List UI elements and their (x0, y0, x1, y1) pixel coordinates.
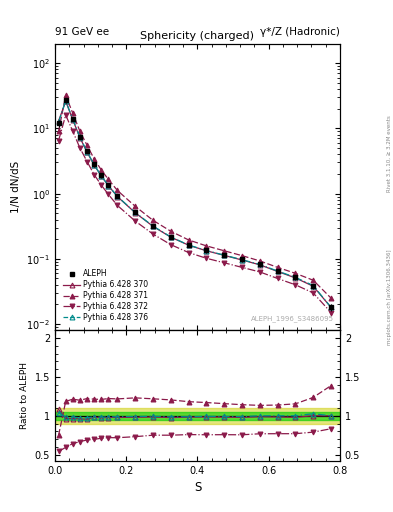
Legend: ALEPH, Pythia 6.428 370, Pythia 6.428 371, Pythia 6.428 372, Pythia 6.428 376: ALEPH, Pythia 6.428 370, Pythia 6.428 37… (61, 267, 151, 324)
Y-axis label: 1/N dN/dS: 1/N dN/dS (11, 161, 21, 213)
Bar (55, 412, 340, 420)
Y-axis label: Ratio to ALEPH: Ratio to ALEPH (20, 362, 29, 429)
Text: mcplots.cern.ch [arXiv:1306.3436]: mcplots.cern.ch [arXiv:1306.3436] (387, 249, 392, 345)
Text: ALEPH_1996_S3486095: ALEPH_1996_S3486095 (251, 315, 334, 322)
Text: γ*/Z (Hadronic): γ*/Z (Hadronic) (260, 27, 340, 37)
Title: Sphericity (charged): Sphericity (charged) (140, 31, 255, 41)
Text: 91 GeV ee: 91 GeV ee (55, 27, 109, 37)
Text: Rivet 3.1.10, ≥ 3.2M events: Rivet 3.1.10, ≥ 3.2M events (387, 115, 392, 192)
X-axis label: S: S (194, 481, 201, 494)
Bar (55, 408, 340, 423)
